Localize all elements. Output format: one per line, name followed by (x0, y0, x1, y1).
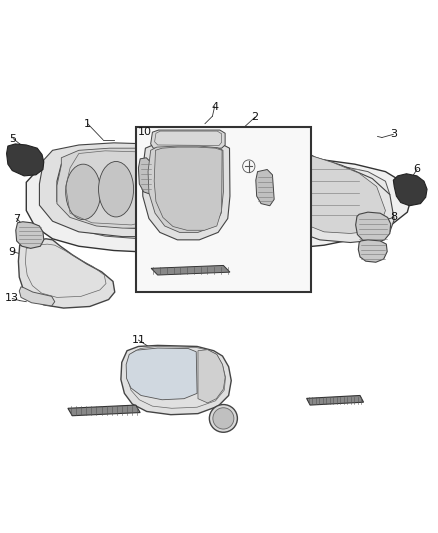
Text: 1: 1 (84, 119, 91, 128)
Polygon shape (148, 146, 223, 232)
Polygon shape (298, 152, 385, 233)
Text: 8: 8 (390, 213, 397, 222)
Polygon shape (7, 144, 44, 176)
Polygon shape (151, 265, 230, 275)
Polygon shape (151, 130, 225, 148)
Text: 9: 9 (9, 247, 16, 256)
Polygon shape (166, 146, 272, 235)
Polygon shape (256, 169, 274, 206)
Polygon shape (19, 287, 55, 306)
Polygon shape (39, 143, 149, 237)
Polygon shape (289, 145, 394, 243)
Ellipse shape (99, 161, 134, 217)
Polygon shape (138, 158, 152, 194)
Polygon shape (68, 405, 140, 416)
Polygon shape (198, 350, 225, 403)
Polygon shape (26, 155, 412, 253)
Text: 4: 4 (211, 102, 218, 111)
Polygon shape (307, 395, 364, 405)
Text: 10: 10 (138, 127, 152, 137)
Text: 5: 5 (10, 134, 17, 143)
Ellipse shape (209, 405, 237, 432)
Ellipse shape (213, 408, 234, 429)
Polygon shape (356, 212, 391, 243)
Ellipse shape (66, 164, 101, 220)
Polygon shape (44, 158, 390, 240)
Polygon shape (121, 345, 231, 415)
Polygon shape (393, 174, 427, 206)
Text: 6: 6 (413, 165, 420, 174)
Text: 11: 11 (131, 335, 145, 345)
Text: 7: 7 (13, 214, 20, 223)
Bar (136, 127, 311, 292)
Text: 3: 3 (390, 130, 397, 139)
Text: 2: 2 (251, 112, 258, 122)
Polygon shape (18, 239, 115, 308)
Polygon shape (16, 222, 44, 248)
Text: 13: 13 (5, 294, 19, 303)
Polygon shape (154, 147, 222, 230)
Polygon shape (158, 142, 280, 241)
Polygon shape (142, 143, 230, 240)
Polygon shape (57, 148, 145, 228)
Polygon shape (126, 348, 197, 400)
Polygon shape (358, 240, 387, 262)
